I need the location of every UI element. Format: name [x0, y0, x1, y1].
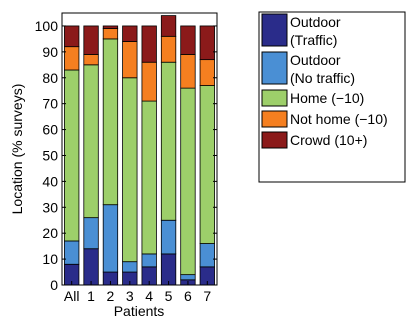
bar-segment-5-s3 [160, 35, 177, 63]
x-tick-label: 3 [126, 288, 134, 304]
legend-label-0: (Traffic) [290, 32, 337, 48]
legend-label-1: Outdoor [290, 52, 341, 68]
bar-segment-3-s1 [122, 261, 138, 273]
x-tick-label: 6 [184, 288, 192, 304]
bar-segment-All-s3 [64, 46, 80, 71]
y-tick-label: 30 [42, 199, 58, 215]
x-ticks: All 1 2 3 4 5 6 7 [64, 281, 211, 304]
bar-segment-3-s2 [122, 77, 138, 263]
y-tick-label: 40 [42, 173, 58, 189]
bar-segment-4-s2 [141, 100, 157, 255]
bar-segment-7-s2 [199, 85, 215, 244]
axes-frame [61, 12, 218, 286]
bars-group [64, 15, 215, 286]
legend-swatch-0 [261, 13, 288, 47]
legend-label-2: Home (−10) [290, 90, 364, 106]
bar-segment-4-s4 [141, 25, 157, 63]
bar-segment-2-s1 [102, 204, 119, 273]
legend-label-3: Not home (−10) [290, 111, 388, 127]
y-tick-label: 50 [42, 147, 58, 163]
bar-segment-6-s4 [180, 25, 196, 55]
legend-swatch-3 [261, 110, 288, 128]
bar-segment-5-s0 [160, 253, 177, 286]
legend-label-4: Crowd (10+) [290, 132, 367, 148]
bar-segment-2-s4 [102, 25, 119, 29]
x-tick-label: 5 [165, 288, 173, 304]
y-ticks: 0 10 20 30 40 50 60 70 80 90 100 [35, 18, 217, 293]
bar-segment-3-s4 [122, 25, 138, 42]
bar-segment-6-s3 [180, 54, 196, 89]
bar-segment-6-s1 [180, 274, 196, 281]
y-tick-label: 80 [42, 70, 58, 86]
y-tick-label: 70 [42, 96, 58, 112]
x-axis-label: Patients [114, 303, 165, 319]
bar-segment-4-s3 [141, 61, 157, 102]
bar-segment-1-s2 [83, 64, 99, 219]
legend-swatch-2 [261, 89, 288, 107]
bar-segment-5-s4 [160, 15, 177, 37]
bar-segment-1-s4 [83, 25, 99, 55]
bar-segment-All-s4 [64, 25, 80, 48]
bar-segment-All-s1 [64, 240, 80, 265]
y-tick-label: 20 [42, 225, 58, 241]
x-tick-label: 7 [203, 288, 211, 304]
bar-segment-1-s1 [83, 217, 99, 250]
x-tick-label: All [64, 288, 80, 304]
bar-segment-4-s1 [141, 253, 157, 268]
x-tick-label: 4 [145, 288, 153, 304]
y-tick-label: 10 [42, 251, 58, 267]
y-tick-label: 60 [42, 122, 58, 138]
bar-segment-1-s0 [83, 248, 99, 286]
bar-segment-7-s3 [199, 59, 215, 86]
legend-label-0: Outdoor [290, 14, 341, 30]
legend-swatch-1 [261, 51, 288, 85]
bar-segment-2-s3 [102, 28, 119, 40]
y-axis-label: Location (% surveys) [9, 84, 25, 215]
y-tick-label: 100 [35, 18, 59, 34]
bar-segment-7-s1 [199, 243, 215, 268]
legend-swatch-4 [261, 131, 288, 149]
bar-segment-2-s2 [102, 38, 119, 206]
bar-segment-3-s3 [122, 41, 138, 79]
bar-segment-5-s1 [160, 219, 177, 255]
bar-segment-1-s3 [83, 54, 99, 66]
x-tick-label: 2 [107, 288, 115, 304]
legend: Outdoor (Traffic) Outdoor (No traffic) Home … [258, 11, 406, 183]
legend-label-1: (No traffic) [290, 70, 355, 86]
x-tick-label: 1 [87, 288, 95, 304]
y-tick-label: 90 [42, 44, 58, 60]
y-tick-label: 0 [50, 277, 58, 293]
bar-segment-5-s2 [160, 61, 177, 221]
bar-segment-6-s2 [180, 87, 196, 276]
bar-segment-All-s2 [64, 69, 80, 242]
bar-segment-7-s4 [199, 25, 215, 61]
